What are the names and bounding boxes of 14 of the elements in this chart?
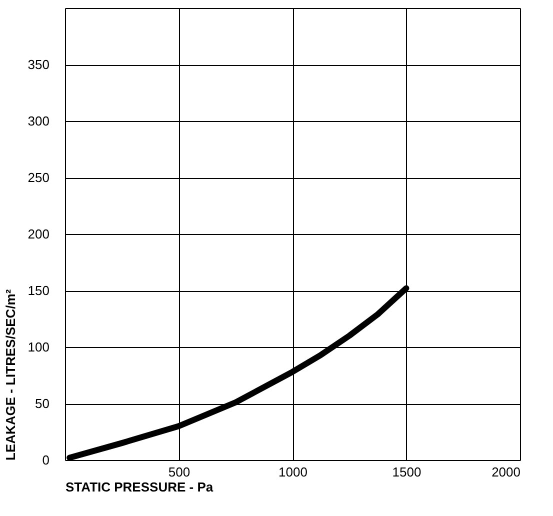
x-tick-label: 1500 — [392, 464, 422, 480]
y-tick-label: 250 — [28, 170, 50, 185]
x-axis-title: STATIC PRESSURE - Pa — [66, 480, 214, 494]
x-tick-label: 1000 — [278, 464, 308, 480]
y-tick-label: 200 — [28, 226, 50, 242]
y-tick-label: 0 — [42, 452, 50, 468]
x-tick-label: 2000 — [492, 464, 520, 480]
y-tick-label: 100 — [28, 340, 50, 354]
y-tick-label: 300 — [28, 114, 50, 128]
y-tick-label: 350 — [28, 57, 50, 72]
y-tick-label: 150 — [28, 283, 50, 298]
x-tick-label: 500 — [168, 464, 190, 480]
y-tick-label: 50 — [35, 396, 50, 411]
y-axis-title: LEAKAGE - LITRES/SEC/m² — [2, 288, 18, 460]
